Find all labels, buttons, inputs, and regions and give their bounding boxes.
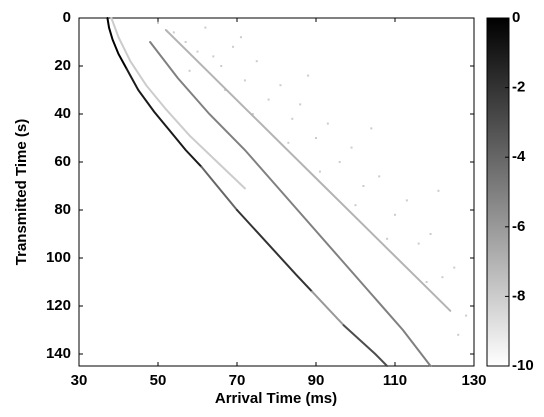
scatter-cell [350, 146, 353, 149]
scatter-cell [299, 103, 302, 106]
x-tick-label: 30 [71, 372, 88, 389]
scatter-cell [267, 98, 270, 101]
x-tick-label: 50 [150, 372, 167, 389]
scatter-cell [188, 69, 191, 72]
colorbar-tick-label: -2 [512, 79, 525, 96]
colorbar-tick-label: -4 [512, 148, 526, 165]
colorbar-tick-label: 0 [512, 9, 520, 26]
y-tick-label: 140 [46, 345, 71, 362]
scatter-cell [232, 45, 235, 48]
scatter-cell [279, 84, 282, 87]
y-tick-label: 20 [54, 57, 71, 74]
scatter-cell [405, 199, 408, 202]
scatter-cell [338, 161, 341, 163]
y-tick-label: 100 [46, 249, 71, 266]
y-tick-label: 120 [46, 297, 71, 314]
scatter-cell [378, 175, 381, 178]
scatter-cell [204, 26, 207, 29]
scatter-cell [417, 242, 420, 245]
scatter-cell [315, 137, 317, 139]
scatter-cell [326, 122, 329, 125]
scatter-cell [386, 237, 389, 240]
scatter-cell [172, 31, 175, 34]
arrival-trace [164, 29, 452, 312]
y-tick-label: 60 [54, 153, 71, 170]
arrival-trace [106, 17, 128, 70]
scatter-cell [220, 65, 223, 67]
arrival-trace [236, 209, 314, 293]
y-tick-label: 40 [54, 105, 71, 122]
scatter-cell [354, 204, 357, 207]
scatter-cell [239, 36, 242, 39]
scatter-cell [394, 213, 396, 216]
scatter-cell [457, 333, 460, 336]
scatter-cell [362, 185, 365, 187]
colorbar-tick-label: -8 [512, 287, 525, 304]
scatter-cell [437, 189, 440, 192]
scatter-cell [453, 266, 456, 269]
x-tick-label: 90 [308, 372, 325, 389]
y-axis-label: Transmitted Time (s) [13, 119, 30, 265]
arrival-trace [149, 41, 432, 367]
scatter-cell [255, 60, 258, 63]
x-tick-label: 130 [461, 372, 486, 389]
arrival-trace [200, 165, 238, 211]
colorbar-tick-label: -10 [512, 357, 534, 374]
scatter-cell [425, 281, 428, 283]
scatter-cell [224, 89, 227, 91]
scatter-cell [465, 314, 468, 317]
colorbar-tick-label: -6 [512, 218, 525, 235]
arrival-trace [342, 324, 389, 367]
scatter-cell [441, 276, 444, 279]
arrival-trace [311, 290, 345, 327]
scatter-cell [287, 141, 290, 144]
scatter-cell [157, 21, 159, 24]
x-axis-label: Arrival Time (ms) [215, 390, 337, 407]
scatter-cell [212, 55, 215, 58]
y-tick-label: 0 [63, 9, 71, 26]
scatter-cell [196, 50, 199, 53]
scatter-cell [318, 170, 321, 173]
x-tick-label: 70 [229, 372, 246, 389]
scatter-cell [429, 233, 432, 235]
scatter-cell [243, 79, 246, 82]
scatter-cell [251, 113, 254, 115]
arrival-trace [125, 67, 203, 168]
scatter-cell [370, 127, 373, 130]
colorbar [486, 17, 510, 367]
x-tick-label: 110 [383, 372, 407, 389]
scatter-cell [307, 74, 310, 77]
arrival-trace [110, 17, 246, 190]
scatter-cell [184, 41, 187, 43]
plot-area [78, 17, 475, 367]
scatter-cell [291, 117, 294, 120]
y-tick-label: 80 [54, 201, 71, 218]
